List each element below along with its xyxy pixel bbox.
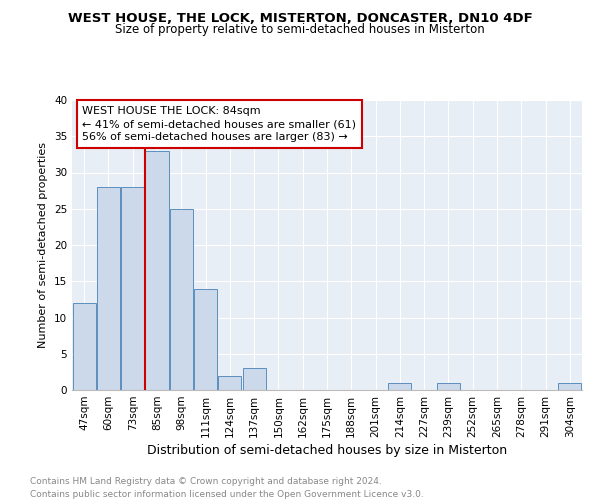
Bar (388, 383, 412, 390)
Bar (170, 209, 193, 390)
Text: Contains HM Land Registry data © Crown copyright and database right 2024.: Contains HM Land Registry data © Crown c… (30, 478, 382, 486)
Bar (218, 376, 241, 390)
Text: WEST HOUSE THE LOCK: 84sqm
← 41% of semi-detached houses are smaller (61)
56% of: WEST HOUSE THE LOCK: 84sqm ← 41% of semi… (82, 106, 356, 142)
Bar (242, 368, 266, 390)
Text: Contains public sector information licensed under the Open Government Licence v3: Contains public sector information licen… (30, 490, 424, 499)
Text: Size of property relative to semi-detached houses in Misterton: Size of property relative to semi-detach… (115, 22, 485, 36)
Bar (559, 383, 581, 390)
Bar (121, 187, 144, 390)
Bar (145, 151, 169, 390)
Bar (437, 383, 460, 390)
Y-axis label: Number of semi-detached properties: Number of semi-detached properties (38, 142, 49, 348)
Bar (194, 288, 217, 390)
Bar (73, 303, 95, 390)
Text: WEST HOUSE, THE LOCK, MISTERTON, DONCASTER, DN10 4DF: WEST HOUSE, THE LOCK, MISTERTON, DONCAST… (68, 12, 532, 26)
Bar (97, 187, 120, 390)
X-axis label: Distribution of semi-detached houses by size in Misterton: Distribution of semi-detached houses by … (147, 444, 507, 457)
